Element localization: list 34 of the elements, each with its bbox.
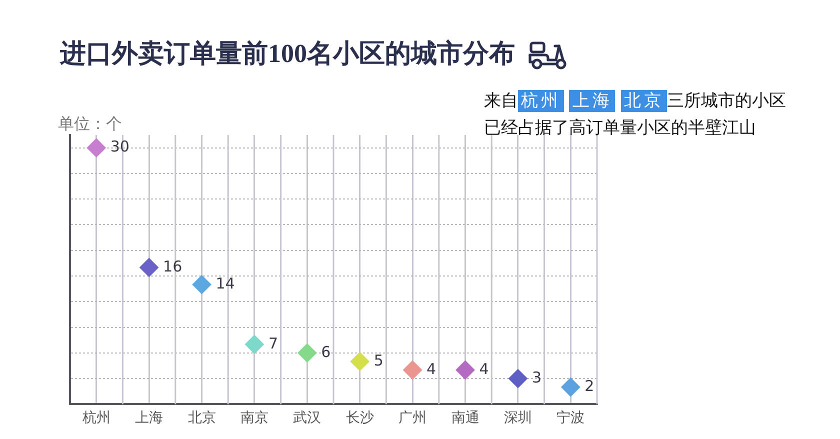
data-label: 16: [163, 257, 182, 276]
data-label: 4: [426, 360, 436, 378]
data-label: 2: [584, 377, 594, 395]
data-label: 5: [374, 351, 384, 370]
x-tick-label: 宁波: [556, 410, 585, 426]
x-tick-label: 南通: [451, 410, 480, 426]
point: [508, 369, 528, 388]
data-label: 14: [216, 274, 235, 292]
x-tick-label: 上海: [135, 410, 164, 426]
point: [456, 360, 475, 380]
x-tick-label: 深圳: [504, 410, 532, 426]
text: 来自杭州 上海 北京三所城市的小区: [484, 90, 786, 113]
data-label: 6: [321, 342, 331, 361]
x-tick-label: 南京: [240, 410, 268, 426]
point: [403, 360, 422, 380]
point: [298, 343, 317, 362]
point: [561, 378, 580, 397]
point: [140, 258, 159, 277]
data-label: 3: [532, 368, 542, 386]
point: [350, 352, 370, 371]
x-tick-label: 北京: [188, 410, 216, 426]
data-label: 30: [110, 138, 130, 156]
y-axis-title: 单位：个: [58, 114, 122, 134]
data-label: 4: [479, 360, 489, 378]
point: [244, 334, 264, 354]
point: [192, 275, 212, 294]
annotation: 已经占据了高订单量小区的半壁江山: [484, 117, 757, 140]
x-tick-label: 长沙: [346, 410, 374, 426]
chart-title: 进口外卖订单量前100名小区的城市分布: [60, 38, 515, 70]
x-tick-label: 武汉: [293, 410, 322, 426]
data-label: 7: [268, 334, 278, 352]
x-tick-label: 杭州: [81, 410, 110, 426]
point: [86, 138, 106, 158]
x-tick-label: 广州: [398, 410, 427, 426]
